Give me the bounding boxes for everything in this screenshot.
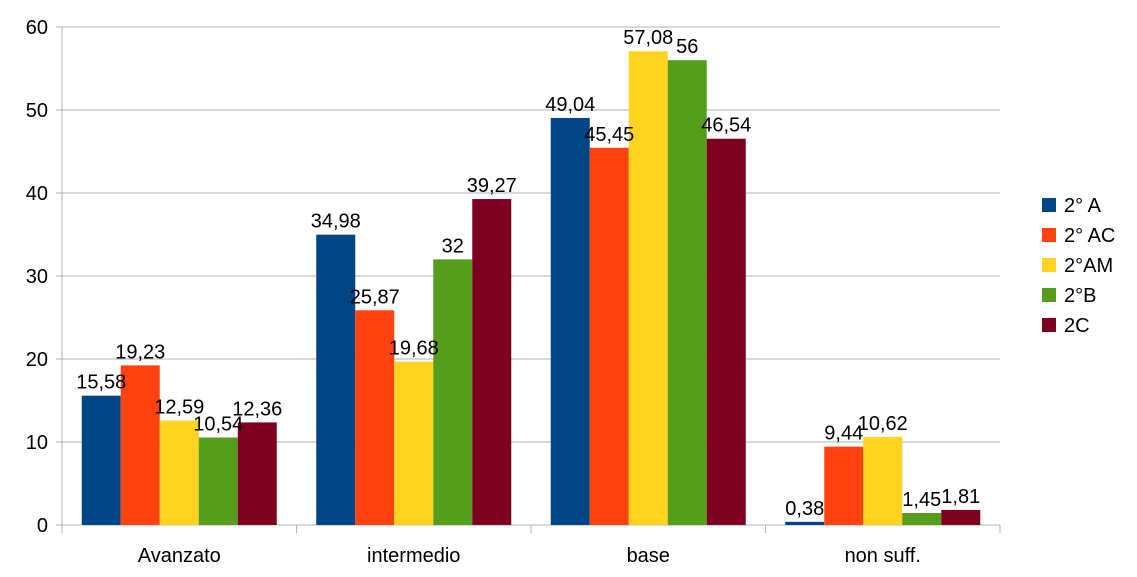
bar-2-a	[81, 395, 121, 525]
bar-2-b	[667, 60, 707, 525]
legend-swatch	[1042, 228, 1056, 242]
data-label: 0,38	[785, 498, 824, 520]
bar-2-am	[394, 361, 434, 525]
bar-2c	[941, 509, 981, 525]
y-tick-label: 40	[26, 183, 48, 205]
data-label: 10,62	[858, 413, 908, 435]
bar-2-a	[550, 117, 590, 525]
data-label: 15,58	[76, 372, 126, 394]
legend-swatch	[1042, 198, 1056, 212]
bar-2-b	[433, 259, 473, 525]
legend-label: 2° AC	[1064, 225, 1115, 247]
data-label: 46,54	[701, 115, 751, 137]
data-label: 19,68	[389, 338, 439, 360]
y-tick-label: 0	[37, 515, 48, 537]
legend-swatch	[1042, 258, 1056, 272]
legend: 2° A 2° AC 2°AM 2°B 2C	[1042, 195, 1115, 337]
legend-label: 2°B	[1064, 285, 1096, 307]
bars	[81, 51, 981, 526]
bar-2-b	[902, 512, 942, 525]
bar-2-ac	[120, 365, 160, 525]
data-label: 49,04	[545, 94, 595, 116]
bar-2-ac	[355, 310, 395, 525]
data-label: 39,27	[467, 175, 517, 197]
data-label: 25,87	[350, 286, 400, 308]
bar-2-b	[198, 437, 238, 525]
bar-2-ac	[589, 147, 629, 525]
y-tick-label: 50	[26, 100, 48, 122]
legend-swatch	[1042, 318, 1056, 332]
data-label: 56	[676, 36, 698, 58]
x-tick-label: non suff.	[845, 545, 921, 567]
y-tick-label: 60	[26, 17, 48, 39]
bar-2-am	[628, 51, 668, 526]
data-label: 12,59	[154, 397, 204, 419]
bar-2-am	[863, 436, 903, 525]
bar-2-a	[316, 234, 356, 525]
x-tick-label: base	[627, 545, 670, 567]
data-label: 1,45	[902, 489, 941, 511]
bar-2-ac	[824, 446, 864, 525]
legend-label: 2C	[1064, 315, 1090, 337]
legend-swatch	[1042, 288, 1056, 302]
data-label: 9,44	[824, 423, 863, 445]
data-label: 19,23	[115, 341, 165, 363]
data-label: 10,54	[193, 414, 243, 436]
legend-label: 2° A	[1064, 195, 1102, 217]
data-label: 32	[442, 235, 464, 257]
bar-2-a	[785, 521, 825, 525]
data-label: 12,36	[232, 398, 282, 420]
y-tick-label: 20	[26, 349, 48, 371]
x-tick-label: Avanzato	[138, 545, 221, 567]
bar-2-am	[159, 420, 199, 525]
data-label: 57,08	[623, 27, 673, 49]
data-label: 1,81	[941, 486, 980, 508]
bar-2c	[237, 422, 277, 525]
legend-label: 2°AM	[1064, 255, 1113, 277]
x-tick-label: intermedio	[367, 545, 460, 567]
y-tick-label: 10	[26, 432, 48, 454]
data-label: 45,45	[584, 124, 634, 146]
data-label: 34,98	[311, 211, 361, 233]
y-tick-label: 30	[26, 266, 48, 288]
bar-2c	[472, 199, 512, 525]
bar-2c	[706, 138, 746, 525]
